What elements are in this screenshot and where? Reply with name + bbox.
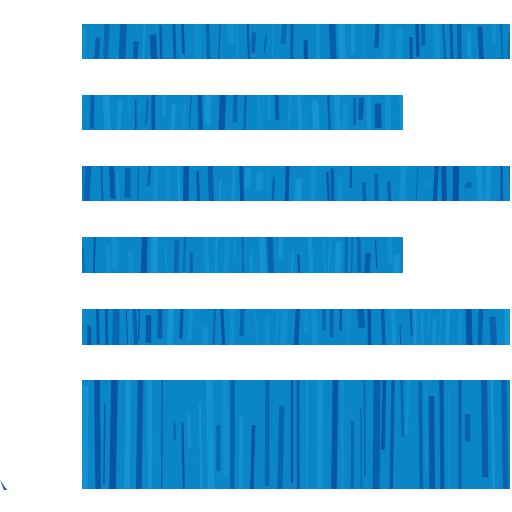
- bar-texture: [82, 166, 510, 201]
- bar-texture: [82, 380, 510, 489]
- bar-texture: [82, 237, 403, 273]
- bar-texture: [82, 24, 510, 59]
- corner-mark: [0, 480, 7, 490]
- text-line-4: [82, 237, 403, 273]
- text-block-bottom: [82, 380, 510, 489]
- bar-texture: [82, 309, 510, 345]
- bar-texture: [82, 95, 403, 130]
- text-line-1: [82, 24, 510, 59]
- text-line-5: [82, 309, 510, 345]
- text-line-3: [82, 166, 510, 201]
- text-line-2: [82, 95, 403, 130]
